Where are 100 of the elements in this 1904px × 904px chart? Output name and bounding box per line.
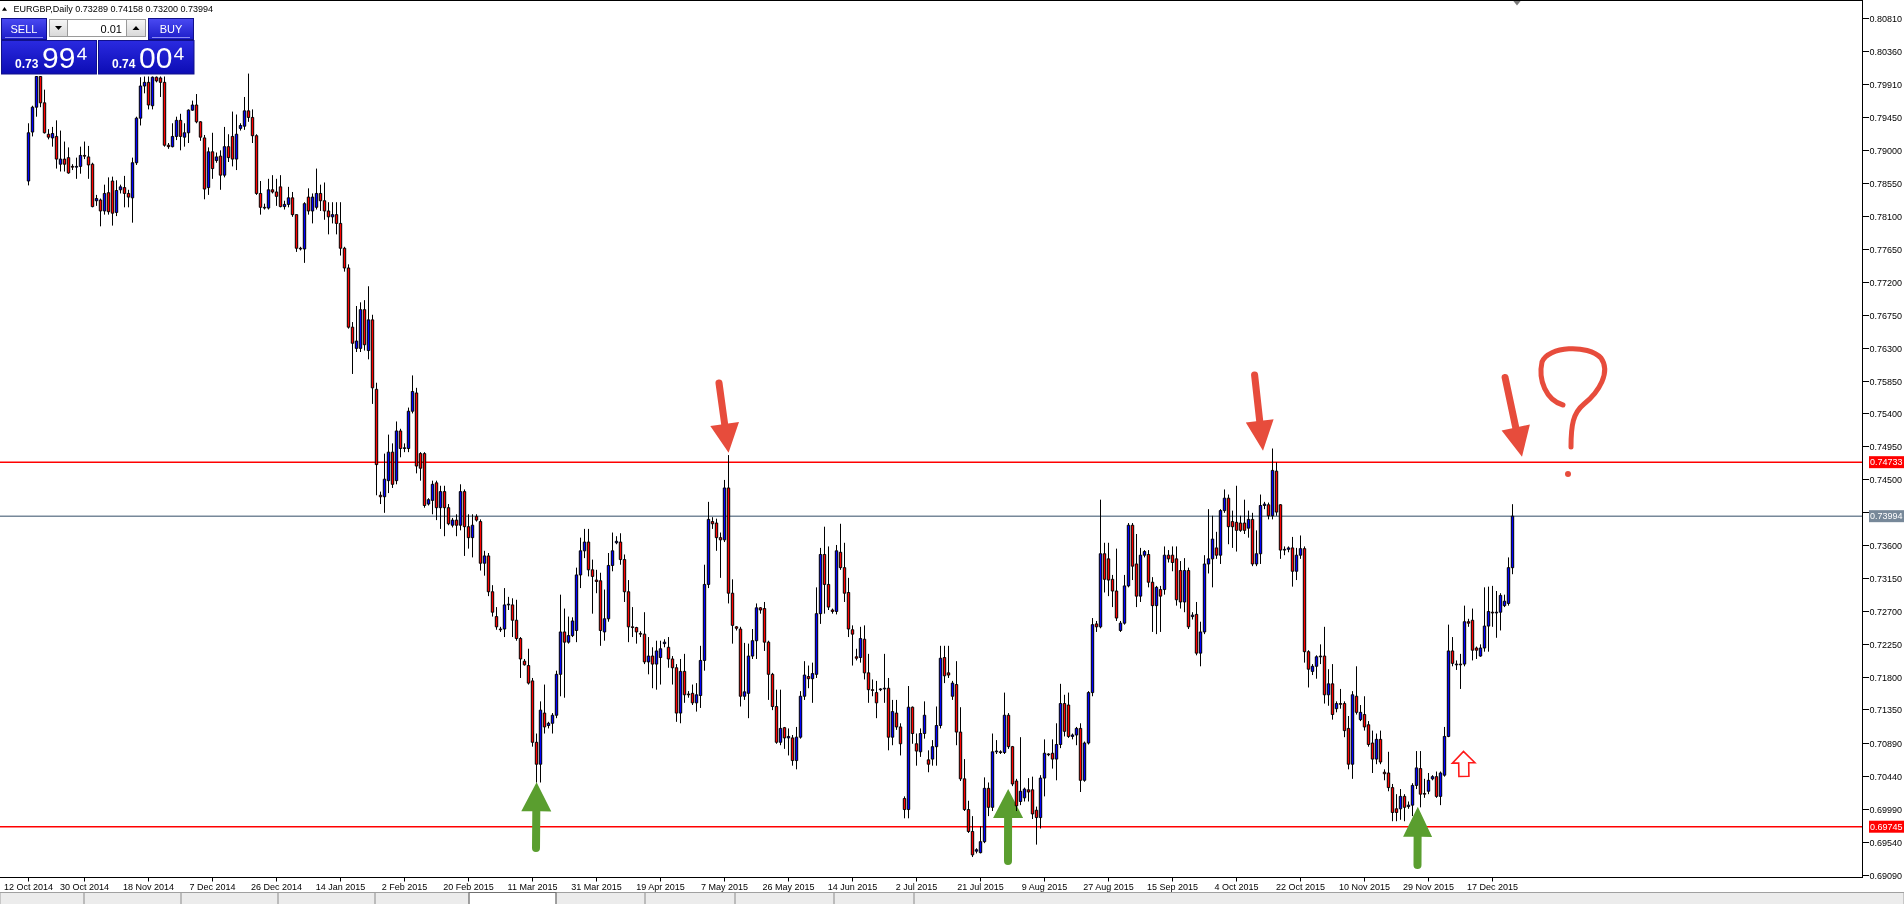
x-tick-label: 26 Dec 2014 [250,881,303,892]
candlestick [146,76,151,110]
candlestick [598,572,603,647]
y-tick-label: 0.78100 [1869,211,1903,222]
candlestick [1258,494,1263,565]
candlestick [394,420,399,485]
y-tick-label: 0.76300 [1869,343,1903,354]
down-arrow-button[interactable] [49,19,68,37]
y-tick-label: 0.72700 [1869,606,1903,617]
candlestick [1098,499,1103,629]
x-tick-label: 26 May 2015 [762,881,815,892]
buy-price-box[interactable]: 0.74 00⁴ [98,40,195,75]
annotation: 00⁴ [139,40,186,74]
candlestick [1426,772,1431,795]
candlestick [906,685,911,819]
candlestick [442,485,447,537]
x-tick-label: 7 May 2015 [700,881,749,892]
y-tick-label: 0.69540 [1869,837,1903,848]
candlestick [1234,485,1239,553]
x-tick-label: 12 Oct 2014 [3,881,54,892]
x-tick-label: 22 Oct 2015 [1275,881,1326,892]
candlestick [778,689,783,746]
x-tick-label: 30 Oct 2014 [59,881,110,892]
y-tick-label: 0.73600 [1869,540,1903,551]
up-arrow-button[interactable] [126,19,146,37]
candlestick [1378,730,1383,765]
y-tick-label: 0.72250 [1869,639,1903,650]
annotation: 0.73 [15,56,39,71]
candlestick [358,301,363,353]
x-tick-label: 21 Jul 2015 [957,881,1004,892]
candlestick [1290,536,1295,588]
candlestick [1066,692,1071,739]
x-tick-label: 2 Feb 2015 [381,881,428,892]
candlestick [478,518,483,572]
x-tick-label: 2 Jul 2015 [895,881,938,892]
candlestick [502,587,507,638]
y-tick-label: 0.79910 [1869,79,1903,90]
y-tick-label: 0.80810 [1869,13,1903,24]
candlestick [78,146,83,175]
candlestick [162,76,167,148]
candlestick [1322,626,1327,705]
candlestick [110,176,115,227]
candlestick [522,658,527,667]
lot-field[interactable]: 0.01 [67,19,127,37]
candlestick [658,640,663,686]
candlestick [1114,548,1119,622]
candlestick [874,680,879,719]
annotation: BUY [159,22,183,35]
candlestick [1418,750,1423,808]
y-tick-label: 0.70890 [1869,738,1903,749]
candlestick [1078,722,1083,793]
candlestick [662,638,667,648]
candlestick [274,178,279,207]
candlestick [230,111,235,167]
candlestick [754,602,759,660]
candlestick [278,174,283,208]
x-tick-label: 18 Nov 2014 [122,881,175,892]
candlestick [122,175,127,208]
candlestick [1470,608,1475,661]
buy-button[interactable]: BUY [148,18,194,40]
x-tick-label: 14 Jun 2015 [827,881,878,892]
annotation: SELL [10,22,38,35]
candlestick [266,178,271,211]
y-tick-label: 0.75400 [1869,408,1903,419]
candlestick [1242,499,1247,535]
x-tick-label: 7 Dec 2014 [189,881,236,892]
candlestick [66,146,71,175]
candlestick [1270,448,1275,520]
candlestick [234,114,239,171]
candlestick [494,606,499,631]
x-tick-label: 17 Dec 2015 [1466,881,1519,892]
y-tick-label: 0.76750 [1869,310,1903,321]
x-tick-label: 20 Feb 2015 [443,881,494,892]
annotation: 0.01 [100,22,122,35]
y-tick-label: 0.75850 [1869,376,1903,387]
y-tick-label: 0.69990 [1869,804,1903,815]
candlestick [510,597,515,638]
candlestick [1330,663,1335,721]
candlestick [990,733,995,812]
candlestick [1494,590,1499,639]
sell-button[interactable]: SELL [1,18,47,40]
candlestick [654,640,659,691]
candlestick [1398,788,1403,821]
candlestick [678,658,683,724]
y-tick-label: 0.69090 [1869,870,1903,881]
y-tick-label: 0.79000 [1869,145,1903,156]
candlestick [1402,793,1407,822]
y-tick-label: 0.74500 [1869,474,1903,485]
tab-strip[interactable] [0,892,1904,904]
annotation: 0.74 [112,56,136,71]
y-tick-label: 0.79450 [1869,112,1903,123]
sell-price-box[interactable]: 0.73 99⁴ [1,40,97,75]
chart-title: EURGBP,Daily 0.73289 0.74158 0.73200 0.73994 [13,3,213,14]
y-tick-label: 0.77650 [1869,244,1903,255]
candlestick [1482,586,1487,653]
x-tick-label: 9 Aug 2015 [1021,881,1068,892]
y-tick-label: 0.71800 [1869,672,1903,683]
x-tick-label: 31 Mar 2015 [571,881,622,892]
candlestick [462,488,467,557]
candlestick [1250,512,1255,567]
